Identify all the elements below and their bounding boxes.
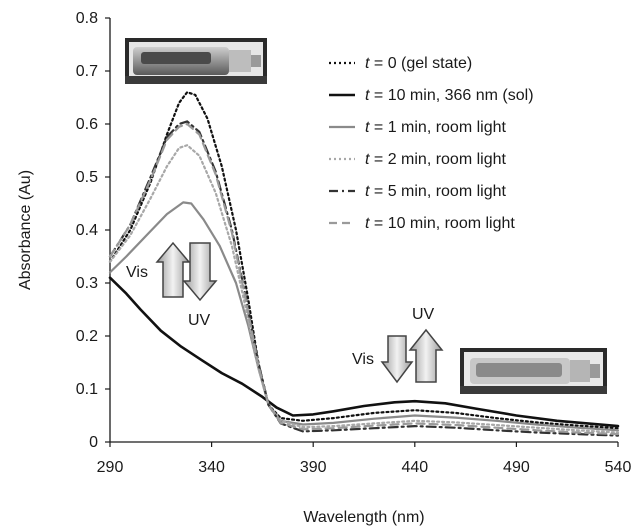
legend-label-text: = 0 (gel state) [369,55,472,72]
down-arrow-icon [182,242,218,302]
left-vis-label: Vis [126,264,148,281]
up-arrow-icon [408,328,444,383]
legend: t = 0 (gel state)t = 10 min, 366 nm (sol… [329,55,534,232]
legend-label-text: = 1 min, room light [369,119,506,136]
series-line-3 [108,201,620,432]
series-line-5 [108,120,620,437]
y-tick-label: 0.8 [76,10,98,27]
x-tick-label: 440 [401,459,428,476]
legend-label-text: = 10 min, room light [369,215,515,232]
left-arrow-pair: Vis UV [126,241,218,329]
y-tick-label: 0 [89,434,98,451]
series-line-4 [108,144,620,434]
legend-label-text: = 10 min, 366 nm (sol) [369,87,533,104]
x-axis-title: Wavelength (nm) [303,509,424,526]
left-uv-label: UV [188,312,211,329]
y-tick-label: 0.2 [76,328,98,345]
x-tick-label: 340 [198,459,225,476]
gel-vial-image [125,38,267,84]
y-tick-label: 0.3 [76,275,98,292]
x-ticks: 290 340 390 440 490 540 [97,442,632,476]
series-layer [108,91,620,437]
legend-label: t = 10 min, 366 nm (sol) [365,87,534,104]
legend-label-var: t [365,183,370,200]
x-tick-label: 540 [605,459,632,476]
right-uv-label: UV [412,306,435,323]
legend-label: t = 10 min, room light [365,215,515,232]
legend-label: t = 5 min, room light [365,183,507,200]
y-tick-label: 0.1 [76,381,98,398]
sol-vial-image [460,348,607,394]
series-line-2 [108,276,620,428]
legend-label-text: = 2 min, room light [369,151,506,168]
x-tick-label: 390 [300,459,327,476]
legend-label-var: t [365,151,370,168]
y-ticks: 0 0.1 0.2 0.3 0.4 0.5 0.6 0.7 0.8 [76,10,110,451]
up-arrow-icon [155,241,191,298]
legend-label-var: t [365,87,370,104]
down-arrow-icon [380,335,414,384]
legend-label-var: t [365,119,370,136]
y-axis-title: Absorbance (Au) [17,170,34,290]
legend-label-text: = 5 min, room light [369,183,506,200]
series-line-6 [108,122,620,436]
right-arrow-pair: Vis UV [352,306,444,384]
y-tick-label: 0.5 [76,169,98,186]
y-tick-label: 0.7 [76,63,98,80]
legend-label-var: t [365,215,370,232]
legend-label: t = 2 min, room light [365,151,507,168]
x-tick-label: 290 [97,459,124,476]
right-vis-label: Vis [352,351,374,368]
legend-label: t = 0 (gel state) [365,55,472,72]
legend-label-var: t [365,55,370,72]
plot-area: 0 0.1 0.2 0.3 0.4 0.5 0.6 0.7 0.8 290 340 390 440 49… [76,10,632,476]
x-tick-label: 490 [503,459,530,476]
y-tick-label: 0.4 [76,222,98,239]
y-tick-label: 0.6 [76,116,98,133]
legend-label: t = 1 min, room light [365,119,507,136]
